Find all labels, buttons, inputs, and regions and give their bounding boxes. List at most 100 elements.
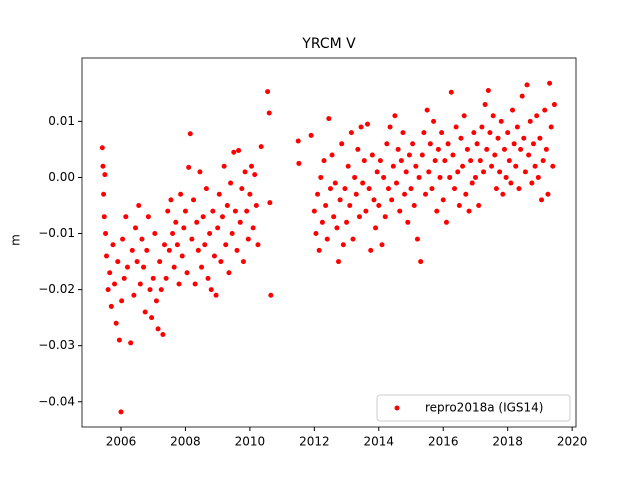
data-point: [522, 169, 528, 175]
data-point: [100, 163, 106, 169]
data-point: [424, 107, 430, 113]
data-point: [363, 208, 369, 214]
data-point: [197, 169, 203, 175]
data-point: [199, 264, 205, 270]
data-point: [537, 135, 543, 141]
x-tick-label: 2010: [235, 435, 266, 449]
data-point: [189, 236, 195, 242]
data-point: [237, 219, 243, 225]
data-point: [319, 219, 325, 225]
data-point: [231, 149, 237, 155]
data-point: [434, 208, 440, 214]
data-point: [392, 113, 398, 119]
data-point: [358, 124, 364, 130]
data-point: [155, 326, 161, 332]
data-point: [147, 287, 153, 293]
data-point: [350, 236, 356, 242]
x-tick-label: 2012: [299, 435, 330, 449]
data-point: [516, 186, 522, 192]
data-point: [245, 236, 251, 242]
data-point: [131, 292, 137, 298]
data-point: [179, 253, 185, 259]
data-point: [503, 174, 509, 180]
data-point: [490, 113, 496, 119]
data-point: [315, 191, 321, 197]
data-point: [239, 186, 245, 192]
data-point: [103, 253, 109, 259]
data-point: [226, 270, 232, 276]
data-point: [229, 231, 235, 237]
data-point: [437, 174, 443, 180]
data-point: [208, 287, 214, 293]
data-point: [311, 208, 317, 214]
data-point: [476, 202, 482, 208]
data-point: [379, 242, 385, 248]
y-tick-label: 0.01: [48, 114, 75, 128]
data-point: [234, 247, 240, 253]
data-point: [318, 174, 324, 180]
data-point: [342, 186, 348, 192]
data-point: [529, 180, 535, 186]
data-point: [384, 141, 390, 147]
data-point: [466, 208, 472, 214]
data-point: [452, 186, 458, 192]
data-point: [427, 141, 433, 147]
x-tick-label: 2014: [364, 435, 395, 449]
data-point: [524, 82, 530, 88]
data-point: [160, 331, 166, 337]
data-point: [426, 169, 432, 175]
data-point: [174, 242, 180, 248]
data-point: [550, 163, 556, 169]
data-point: [501, 146, 507, 152]
data-point: [411, 202, 417, 208]
data-point: [448, 89, 454, 95]
legend-marker: [394, 405, 400, 411]
data-point: [139, 236, 145, 242]
data-point: [250, 225, 256, 231]
data-point: [390, 163, 396, 169]
data-point: [336, 259, 342, 265]
data-point: [216, 191, 222, 197]
data-point: [178, 191, 184, 197]
data-point: [514, 124, 520, 130]
data-point: [542, 107, 548, 113]
data-point: [313, 231, 319, 237]
legend-label: repro2018a (IGS14): [425, 401, 543, 415]
data-point: [158, 287, 164, 293]
data-point: [268, 292, 274, 298]
data-point: [423, 191, 429, 197]
data-point: [258, 144, 264, 150]
x-tick-label: 2008: [170, 435, 201, 449]
data-point: [456, 202, 462, 208]
data-point: [324, 236, 330, 242]
data-point: [316, 247, 322, 253]
data-point: [387, 124, 393, 130]
data-point: [323, 202, 329, 208]
data-point: [118, 409, 124, 415]
data-point: [435, 146, 441, 152]
data-point: [120, 236, 126, 242]
data-point: [128, 340, 134, 346]
data-point: [249, 163, 255, 169]
data-point: [141, 264, 147, 270]
data-point: [115, 259, 121, 265]
data-point: [110, 242, 116, 248]
data-point: [366, 186, 372, 192]
y-axis-label: m: [9, 234, 23, 246]
data-point: [352, 174, 358, 180]
data-point: [479, 124, 485, 130]
data-point: [153, 298, 159, 304]
data-point: [221, 163, 227, 169]
data-point: [406, 152, 412, 158]
data-point: [487, 130, 493, 136]
data-point: [527, 118, 533, 124]
data-point: [477, 158, 483, 164]
data-point: [497, 169, 503, 175]
data-point: [337, 197, 343, 203]
data-point: [530, 141, 536, 147]
data-point: [413, 163, 419, 169]
data-point: [218, 259, 224, 265]
data-point: [345, 163, 351, 169]
data-point: [321, 158, 327, 164]
data-point: [266, 110, 272, 116]
